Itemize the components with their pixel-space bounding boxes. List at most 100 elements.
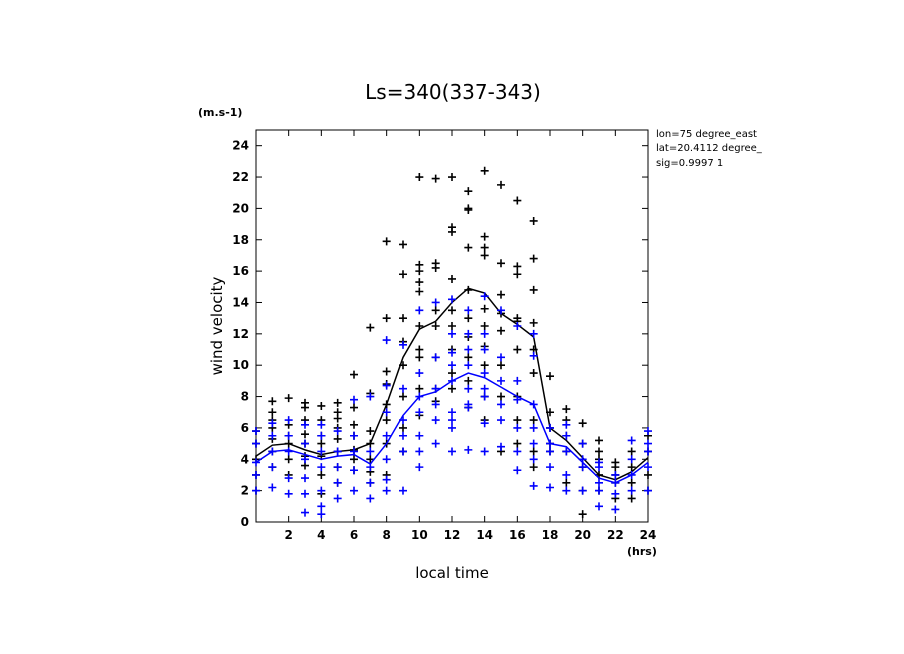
series-1-point-143	[644, 439, 652, 448]
series-0-point-137	[529, 369, 538, 378]
series-0-point-103	[464, 243, 473, 252]
y-axis-label: wind velocity	[208, 276, 226, 375]
series-1-point-59	[415, 408, 424, 417]
series-0-point-98	[464, 376, 473, 385]
series-1-point-10	[284, 489, 293, 498]
series-1-point-51	[399, 447, 407, 456]
x-tick-label-16: 16	[509, 528, 526, 542]
series-1-point-98	[497, 353, 505, 362]
series-1-point-109	[529, 423, 538, 432]
series-1-point-32	[333, 427, 342, 436]
series-1-point-29	[333, 478, 342, 487]
series-0-point-92	[448, 306, 456, 315]
series-1-point-54	[399, 384, 407, 393]
x-tick-label-22: 22	[607, 528, 624, 542]
series-1-point-84	[464, 329, 473, 338]
info-lon: lon=75 degree_east	[656, 129, 757, 140]
series-1-point-106	[529, 481, 538, 490]
series-0-point-143	[546, 372, 554, 381]
series-1-point-81	[464, 384, 473, 393]
series-1-point-5	[268, 483, 277, 492]
series-0-point-88	[448, 384, 456, 393]
series-0-point-17	[284, 394, 293, 403]
series-1-point-144	[644, 427, 652, 436]
x-tick-label-24: 24	[640, 528, 657, 542]
series-1-point-133	[611, 489, 620, 498]
series-1-point-65	[431, 400, 440, 409]
series-1-point-50	[399, 486, 407, 495]
series-0-point-142	[529, 216, 538, 225]
series-1-point-124	[578, 463, 587, 472]
series-0-point-53	[366, 323, 375, 332]
series-1-point-4	[252, 427, 260, 436]
series-0-point-173	[644, 470, 652, 479]
series-0-point-71	[415, 384, 424, 393]
series-1-point-52	[399, 431, 407, 440]
series-1-point-69	[448, 447, 456, 456]
series-0-point-75	[415, 287, 424, 296]
series-0-point-140	[529, 285, 538, 294]
series-0-point-134	[529, 463, 538, 472]
series-0-point-76	[415, 278, 424, 287]
series-0-point-111	[480, 322, 489, 330]
y-tick-label-20: 20	[232, 201, 249, 215]
series-0-point-87	[431, 174, 440, 183]
series-1-point-1	[252, 470, 260, 479]
series-1-point-128	[595, 486, 603, 495]
series-0-point-113	[480, 251, 489, 260]
x-tick-label-8: 8	[382, 528, 390, 542]
series-1-point-91	[480, 345, 489, 354]
series-0-point-26	[317, 470, 326, 479]
series-1-point-43	[382, 486, 391, 495]
series-1-point-17	[301, 474, 309, 483]
series-1-point-33	[350, 486, 358, 495]
series-1-point-80	[464, 400, 473, 409]
series-1-point-115	[546, 447, 554, 456]
series-1-point-75	[448, 348, 456, 357]
series-1-point-9	[268, 419, 277, 428]
series-1-mean-line	[255, 372, 649, 484]
series-0-point-162	[595, 436, 603, 445]
series-1-point-44	[382, 475, 391, 484]
x-tick-label-6: 6	[350, 528, 358, 542]
series-0-point-130	[513, 314, 522, 323]
series-1-point-135	[611, 470, 620, 479]
series-0-point-122	[497, 290, 505, 299]
series-1-point-139	[627, 436, 636, 445]
series-1-point-13	[284, 431, 293, 440]
series-0-point-93	[448, 274, 456, 283]
series-0-point-167	[611, 458, 620, 467]
y-tick-label-16: 16	[232, 264, 249, 278]
series-1-point-89	[480, 384, 489, 393]
series-0-point-128	[513, 345, 522, 354]
x-tick-label-20: 20	[574, 528, 591, 542]
series-0-point-123	[497, 259, 505, 268]
series-0-point-46	[350, 370, 358, 379]
series-1-point-48	[382, 381, 391, 390]
series-1-point-86	[480, 447, 489, 456]
series-0-point-131	[513, 270, 522, 279]
series-1-point-64	[431, 416, 440, 425]
series-1-point-131	[595, 458, 603, 467]
series-1-point-14	[284, 416, 293, 425]
series-1-point-28	[333, 494, 342, 503]
series-1-point-99	[497, 306, 505, 315]
series-1-point-120	[562, 447, 571, 456]
series-0-point-63	[399, 423, 407, 432]
series-1-point-87	[480, 419, 489, 428]
series-1-point-94	[497, 442, 505, 451]
series-0-point-116	[480, 166, 489, 175]
series-1-point-100	[513, 466, 522, 475]
series-0-point-171	[627, 447, 636, 456]
series-0-point-124	[497, 180, 505, 189]
plot-area: 2 4 6 8 10 12 14 16 18 20 22 2402468101214161820222…	[232, 129, 657, 542]
series-1-point-72	[448, 408, 456, 417]
series-1-point-49	[382, 336, 391, 345]
series-0-point-168	[627, 494, 636, 503]
series-1-point-67	[431, 353, 440, 362]
series-1-point-11	[284, 474, 293, 483]
series-0-point-133	[513, 196, 522, 205]
series-0-point-31	[317, 401, 326, 410]
series-0-point-72	[415, 353, 424, 362]
